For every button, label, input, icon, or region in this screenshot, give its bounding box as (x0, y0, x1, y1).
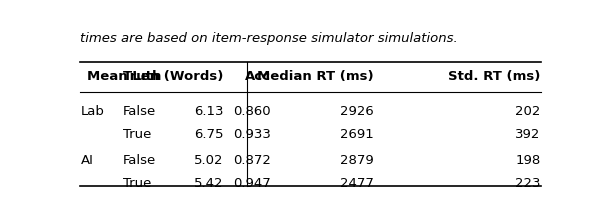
Text: Mean Len (Words): Mean Len (Words) (87, 70, 224, 83)
Text: 2926: 2926 (340, 105, 374, 118)
Text: Acc: Acc (245, 70, 271, 83)
Text: 0.947: 0.947 (233, 177, 271, 190)
Text: Median RT (ms): Median RT (ms) (258, 70, 374, 83)
Text: Std. RT (ms): Std. RT (ms) (448, 70, 541, 83)
Text: Truth: Truth (122, 70, 162, 83)
Text: 223: 223 (515, 177, 541, 190)
Text: Lab: Lab (81, 105, 104, 118)
Text: 5.02: 5.02 (194, 154, 224, 167)
Text: 5.42: 5.42 (194, 177, 224, 190)
Text: 202: 202 (515, 105, 541, 118)
Text: 6.13: 6.13 (194, 105, 224, 118)
Text: True: True (122, 128, 151, 141)
Text: 0.872: 0.872 (233, 154, 271, 167)
Text: 0.860: 0.860 (233, 105, 271, 118)
Text: 2879: 2879 (340, 154, 374, 167)
Text: 6.75: 6.75 (194, 128, 224, 141)
Text: 2477: 2477 (340, 177, 374, 190)
Text: AI: AI (81, 154, 93, 167)
Text: 392: 392 (515, 128, 541, 141)
Text: times are based on item-response simulator simulations.: times are based on item-response simulat… (81, 32, 458, 45)
Text: 198: 198 (516, 154, 541, 167)
Text: 2691: 2691 (340, 128, 374, 141)
Text: True: True (122, 177, 151, 190)
Text: False: False (122, 154, 156, 167)
Text: 0.933: 0.933 (233, 128, 271, 141)
Text: False: False (122, 105, 156, 118)
